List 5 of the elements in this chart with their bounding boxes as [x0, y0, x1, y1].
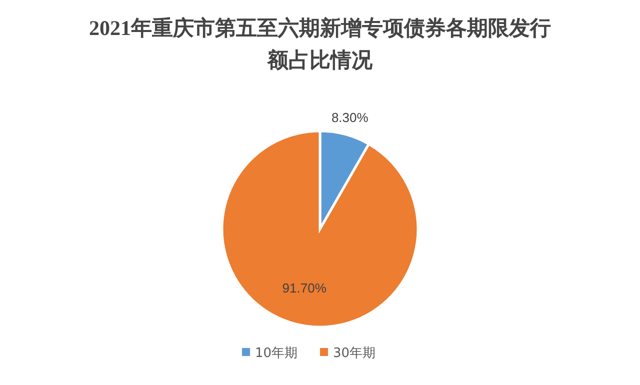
- chart-title: 2021年重庆市第五至六期新增专项债券各期限发行额占比情况: [88, 15, 552, 74]
- legend-label: 10年期: [255, 346, 298, 361]
- data-label: 8.30%: [331, 110, 369, 125]
- data-label: 91.70%: [282, 280, 327, 296]
- legend-label: 30年期: [333, 346, 376, 361]
